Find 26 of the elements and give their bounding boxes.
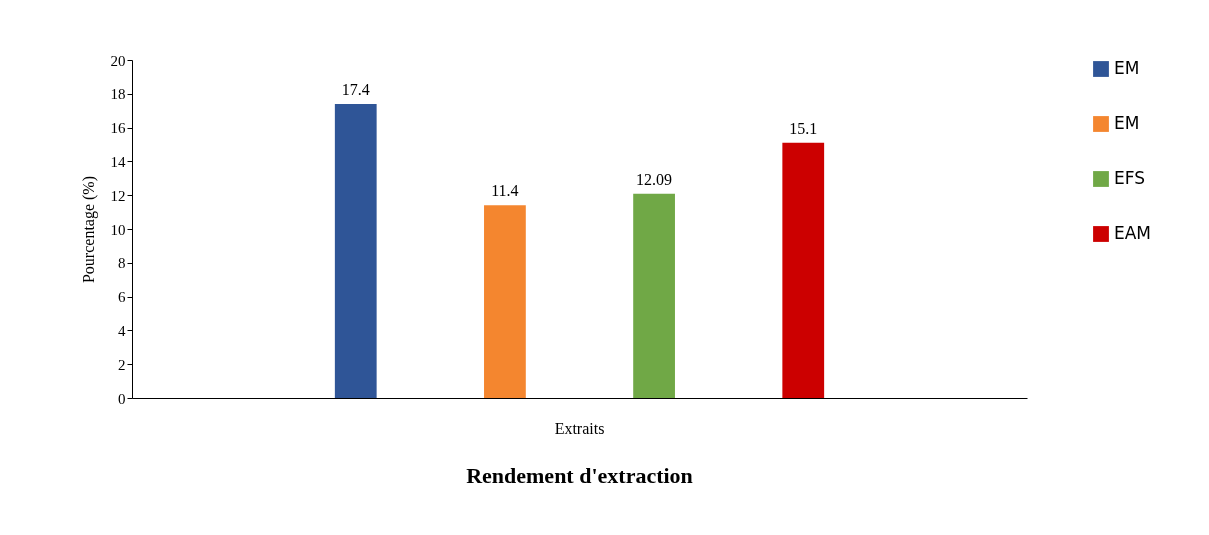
y-tick-label: 14 xyxy=(110,153,126,170)
legend-label: EM xyxy=(1114,113,1140,133)
y-tick-label: 6 xyxy=(118,289,126,306)
y-tick-label: 20 xyxy=(110,52,126,69)
y-tick-label: 2 xyxy=(118,356,126,373)
data-label: 11.4 xyxy=(491,182,519,200)
y-tick-label: 4 xyxy=(118,322,126,339)
legend-label: EAM xyxy=(1114,223,1152,243)
y-tick-label: 16 xyxy=(110,120,126,137)
text: Rendement d'extraction xyxy=(466,463,693,488)
bar xyxy=(334,103,377,398)
y-tick-label: 10 xyxy=(110,221,126,238)
y-tick-label: 12 xyxy=(110,187,126,204)
y-tick-label: 18 xyxy=(110,86,126,103)
y-tick-label: 8 xyxy=(118,255,126,272)
legend-label: EM xyxy=(1114,58,1140,78)
data-label: 12.09 xyxy=(636,170,673,188)
x-tick-label: Extraits xyxy=(554,419,605,437)
y-tick-label: 0 xyxy=(118,390,126,407)
legend-label: EFS xyxy=(1114,168,1146,188)
bar xyxy=(633,193,675,398)
y-axis-title: Pourcentage (%) xyxy=(79,175,98,284)
data-label: 17.4 xyxy=(341,80,370,98)
data-label: 15.1 xyxy=(789,119,818,137)
bar xyxy=(484,205,526,398)
bar xyxy=(782,142,825,398)
